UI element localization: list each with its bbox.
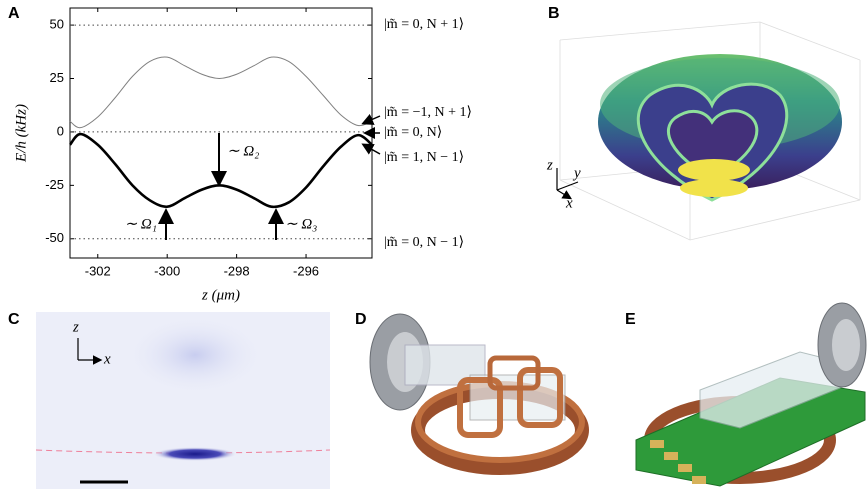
atom-cloud xyxy=(153,447,237,461)
y-tick-label: 0 xyxy=(57,123,64,138)
figure: A B C D E z (μm) E/h (kHz) z y x z x xyxy=(0,0,867,489)
state-label: |m̃ = −1, N + 1⟩ xyxy=(384,105,472,120)
annotation: ∼ Ω₃ xyxy=(285,216,317,232)
axis-label: x xyxy=(103,351,111,367)
y-tick-label: 50 xyxy=(50,17,64,32)
x-axis-label: z (μm) xyxy=(201,287,240,303)
y-tick-label: -50 xyxy=(45,230,64,245)
panel-e xyxy=(636,303,866,486)
annotation: ∼ Ω₂ xyxy=(227,143,259,159)
panel-d xyxy=(370,314,582,468)
axis-label: z xyxy=(72,319,79,335)
plot-frame xyxy=(70,8,372,258)
panel-a: z (μm) E/h (kHz) xyxy=(13,8,372,303)
x-tick-label: -302 xyxy=(85,263,111,278)
panel-c: z x xyxy=(36,312,330,489)
panel-b: z y x xyxy=(546,22,860,240)
x-tick-label: -296 xyxy=(293,263,319,278)
axis-label: y xyxy=(572,165,581,181)
x-tick-label: -300 xyxy=(154,263,180,278)
atom-cloud xyxy=(678,159,750,181)
state-label: |m̃ = 1, N − 1⟩ xyxy=(384,150,464,165)
panel-label: A xyxy=(8,5,20,22)
axis-label: z xyxy=(546,157,553,173)
flange-inner xyxy=(832,319,860,371)
y-tick-label: 25 xyxy=(50,70,64,85)
haze xyxy=(125,315,265,395)
axis-label: x xyxy=(565,195,573,211)
curve xyxy=(70,134,372,207)
curve xyxy=(70,57,372,128)
panel-label: D xyxy=(355,311,367,328)
y-tick-label: -25 xyxy=(45,177,64,192)
panel-label: C xyxy=(8,311,20,328)
atom-cloud xyxy=(680,179,748,197)
x-tick-label: -298 xyxy=(224,263,250,278)
state-label: |m̃ = 0, N⟩ xyxy=(384,125,442,140)
y-axis-label: E/h (kHz) xyxy=(13,104,29,163)
state-label: |m̃ = 0, N + 1⟩ xyxy=(384,17,464,32)
state-label: |m̃ = 0, N − 1⟩ xyxy=(384,235,464,250)
annotation: ∼ Ω₁ xyxy=(125,216,157,232)
panel-label: E xyxy=(625,311,636,328)
panel-label: B xyxy=(548,5,560,22)
